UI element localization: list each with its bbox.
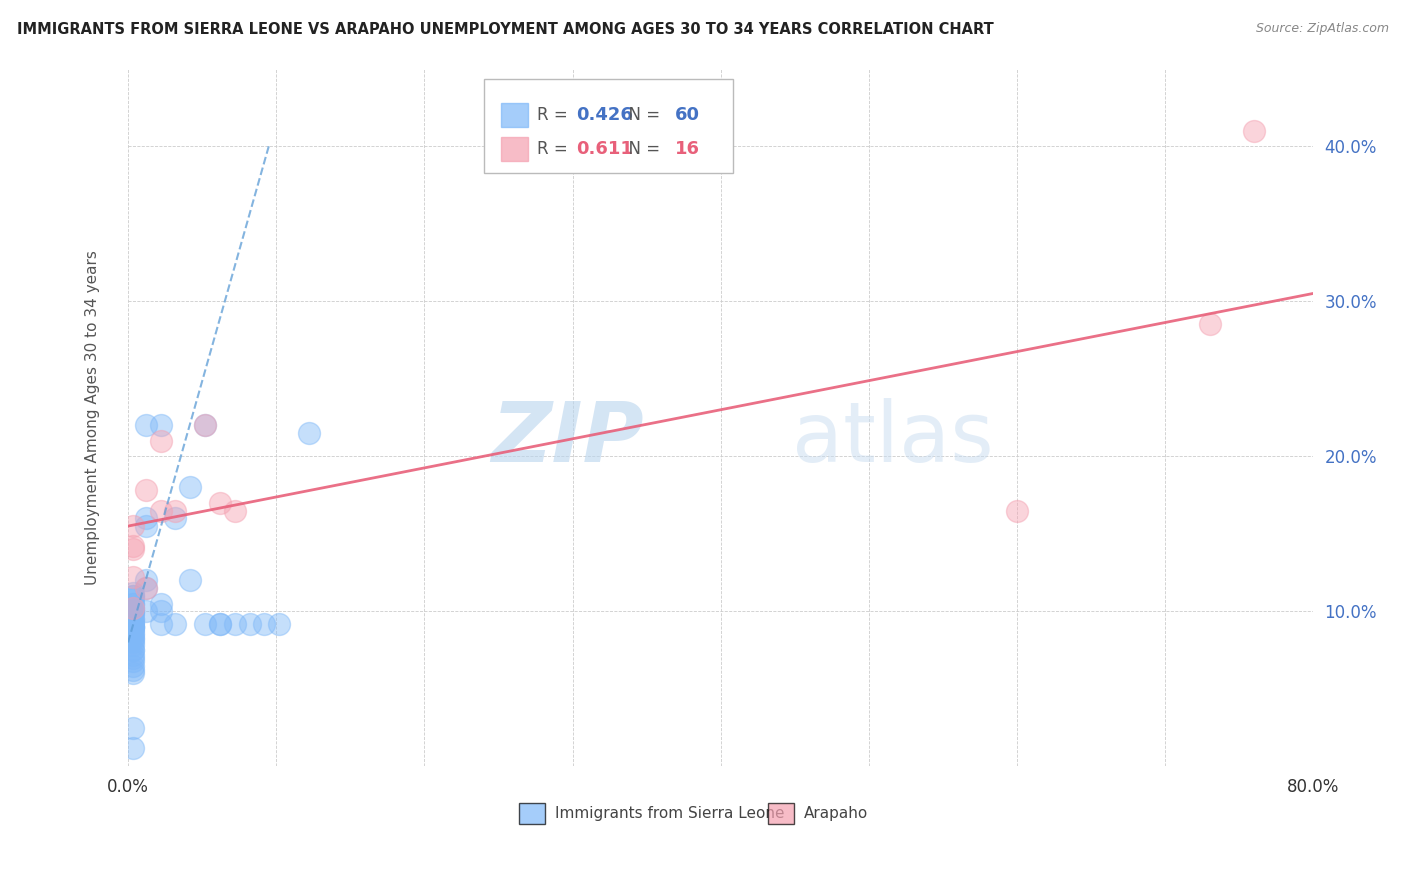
Point bbox=[121, 620, 143, 634]
Point bbox=[149, 616, 172, 631]
Point bbox=[165, 616, 187, 631]
Point bbox=[121, 740, 143, 755]
Point bbox=[121, 620, 143, 634]
Point bbox=[121, 597, 143, 611]
Point bbox=[165, 511, 187, 525]
Point bbox=[149, 418, 172, 433]
Point bbox=[224, 503, 246, 517]
Point bbox=[149, 604, 172, 618]
Point bbox=[121, 607, 143, 622]
Text: atlas: atlas bbox=[792, 398, 994, 479]
Point bbox=[121, 620, 143, 634]
Point bbox=[121, 570, 143, 584]
Point bbox=[121, 631, 143, 645]
Point bbox=[121, 643, 143, 657]
Point bbox=[121, 591, 143, 606]
Point bbox=[121, 666, 143, 681]
Point bbox=[1243, 123, 1265, 137]
Point bbox=[121, 721, 143, 735]
Point bbox=[121, 604, 143, 618]
Point bbox=[179, 574, 201, 588]
Text: 0.611: 0.611 bbox=[576, 140, 633, 158]
Point bbox=[121, 604, 143, 618]
FancyBboxPatch shape bbox=[768, 804, 794, 824]
Point bbox=[135, 483, 157, 498]
Point bbox=[121, 627, 143, 641]
Point bbox=[121, 589, 143, 603]
Point bbox=[121, 632, 143, 647]
Point bbox=[253, 616, 276, 631]
Point bbox=[121, 519, 143, 533]
Point bbox=[121, 616, 143, 631]
Point bbox=[121, 639, 143, 653]
Point bbox=[121, 620, 143, 634]
Point bbox=[121, 654, 143, 668]
Point bbox=[121, 658, 143, 673]
Text: 16: 16 bbox=[675, 140, 699, 158]
Point bbox=[135, 519, 157, 533]
FancyBboxPatch shape bbox=[519, 804, 546, 824]
Point bbox=[1005, 503, 1028, 517]
Point bbox=[121, 539, 143, 553]
Text: N =: N = bbox=[617, 106, 665, 124]
Point bbox=[135, 574, 157, 588]
Text: Source: ZipAtlas.com: Source: ZipAtlas.com bbox=[1256, 22, 1389, 36]
Text: N =: N = bbox=[617, 140, 665, 158]
FancyBboxPatch shape bbox=[502, 103, 527, 128]
Point bbox=[121, 615, 143, 630]
Point bbox=[239, 616, 262, 631]
FancyBboxPatch shape bbox=[502, 136, 527, 161]
Point bbox=[224, 616, 246, 631]
Point bbox=[1198, 318, 1220, 332]
Point bbox=[121, 542, 143, 557]
Point bbox=[121, 612, 143, 626]
Point bbox=[149, 597, 172, 611]
Point bbox=[121, 635, 143, 649]
Text: IMMIGRANTS FROM SIERRA LEONE VS ARAPAHO UNEMPLOYMENT AMONG AGES 30 TO 34 YEARS C: IMMIGRANTS FROM SIERRA LEONE VS ARAPAHO … bbox=[17, 22, 994, 37]
Point bbox=[121, 601, 143, 615]
Point bbox=[121, 648, 143, 662]
Point bbox=[135, 581, 157, 595]
Text: Arapaho: Arapaho bbox=[804, 805, 868, 821]
Point bbox=[298, 425, 321, 440]
Point bbox=[208, 496, 231, 510]
Point bbox=[121, 612, 143, 626]
Text: R =: R = bbox=[537, 140, 574, 158]
Point bbox=[121, 663, 143, 677]
Point bbox=[135, 581, 157, 595]
Point bbox=[179, 480, 201, 494]
Point bbox=[269, 616, 291, 631]
Point bbox=[149, 434, 172, 448]
Point bbox=[121, 651, 143, 665]
Text: ZIP: ZIP bbox=[491, 398, 644, 479]
Point bbox=[121, 601, 143, 615]
Point bbox=[208, 616, 231, 631]
Point bbox=[121, 626, 143, 640]
Text: Immigrants from Sierra Leone: Immigrants from Sierra Leone bbox=[555, 805, 785, 821]
Point bbox=[194, 616, 217, 631]
Point bbox=[149, 503, 172, 517]
Point bbox=[121, 643, 143, 657]
Point bbox=[135, 511, 157, 525]
Text: 0.426: 0.426 bbox=[576, 106, 633, 124]
Point bbox=[194, 418, 217, 433]
FancyBboxPatch shape bbox=[484, 79, 733, 173]
Point bbox=[121, 586, 143, 600]
Point bbox=[165, 503, 187, 517]
Point bbox=[121, 604, 143, 618]
Point bbox=[208, 616, 231, 631]
Text: 60: 60 bbox=[675, 106, 699, 124]
Point bbox=[121, 589, 143, 603]
Text: R =: R = bbox=[537, 106, 574, 124]
Point bbox=[194, 418, 217, 433]
Y-axis label: Unemployment Among Ages 30 to 34 years: Unemployment Among Ages 30 to 34 years bbox=[86, 250, 100, 585]
Point bbox=[121, 597, 143, 611]
Point bbox=[121, 623, 143, 637]
Point bbox=[135, 418, 157, 433]
Point bbox=[135, 604, 157, 618]
